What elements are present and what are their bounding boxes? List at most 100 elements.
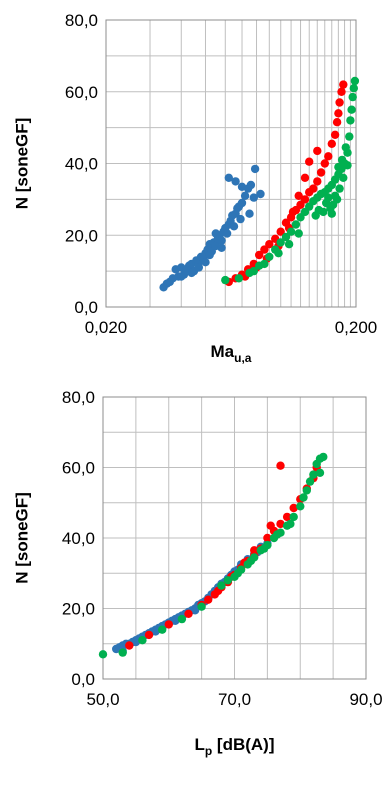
data-point: [311, 211, 320, 220]
data-point: [288, 207, 298, 217]
data-point: [284, 240, 294, 249]
data-point: [255, 250, 264, 260]
data-point: [237, 182, 247, 191]
data-point: [177, 614, 187, 624]
data-point: [335, 98, 344, 107]
data-point: [260, 259, 269, 269]
chart-level-vs-loudness: 0,0 20,0 40,0 60,0 80,0 50,0 70,0 90,0 Lp [dB(A…: [13, 388, 383, 758]
x-axis-label: Lp [dB(A)]: [194, 735, 274, 758]
data-point: [330, 191, 340, 200]
data-point: [313, 177, 322, 186]
chart-mach-vs-loudness: 0,0 20,0 40,0 60,0 80,0 0,020 0,200 Mau,a N [s…: [13, 11, 378, 365]
data-point: [315, 468, 325, 477]
marks-layer: [98, 452, 328, 659]
data-point: [289, 512, 298, 522]
data-point: [250, 546, 259, 555]
data-point: [349, 84, 358, 93]
data-point: [217, 581, 226, 590]
data-point: [276, 461, 285, 470]
data-point: [343, 161, 352, 170]
data-point: [236, 214, 245, 224]
data-point: [246, 556, 256, 566]
data-point: [276, 227, 285, 236]
data-point: [144, 630, 154, 640]
data-point: [316, 168, 326, 177]
data-point: [240, 191, 250, 200]
data-point: [125, 641, 134, 650]
data-point: [339, 173, 348, 182]
data-point: [158, 625, 167, 634]
data-point: [249, 266, 258, 276]
data-point: [305, 477, 315, 486]
x-tick-label: 70,0: [218, 690, 251, 709]
data-point: [294, 229, 303, 238]
data-point: [237, 198, 247, 208]
data-point: [324, 193, 333, 202]
data-point: [282, 512, 292, 522]
x-tick-label: 0,020: [85, 318, 128, 337]
data-point: [294, 191, 303, 200]
data-point: [190, 606, 200, 615]
data-point: [201, 258, 210, 267]
data-point: [327, 139, 336, 148]
data-point: [223, 576, 233, 585]
data-point: [164, 620, 173, 629]
data-point: [339, 80, 348, 89]
data-point: [194, 263, 203, 272]
data-point: [231, 177, 240, 186]
data-point: [151, 627, 160, 636]
data-point: [345, 132, 354, 141]
data-point: [313, 146, 322, 156]
data-point: [222, 229, 232, 238]
y-tick-label: 0,0: [71, 670, 95, 689]
data-point: [273, 530, 282, 539]
x-axis-label: Mau,a: [211, 342, 252, 365]
data-point: [299, 493, 308, 502]
ticks-layer: 0,0 20,0 40,0 60,0 80,0 0,020 0,200: [65, 11, 377, 337]
data-point: [217, 236, 226, 245]
data-point: [324, 152, 333, 161]
x-axis-label-sub: u,a: [234, 351, 252, 365]
y-tick-label: 80,0: [65, 11, 98, 30]
data-point: [249, 193, 258, 202]
data-point: [335, 184, 344, 193]
data-point: [309, 470, 318, 479]
data-point: [138, 636, 147, 645]
data-point: [197, 602, 206, 611]
grid-layer: [105, 19, 357, 308]
y-tick-label: 20,0: [65, 226, 98, 245]
data-point: [187, 268, 196, 278]
y-tick-label: 60,0: [62, 459, 95, 478]
data-point: [233, 569, 242, 578]
data-point: [319, 452, 328, 462]
y-tick-label: 0,0: [74, 298, 98, 317]
data-point: [309, 184, 318, 193]
marks-layer: [159, 76, 360, 292]
data-point: [246, 180, 256, 190]
data-point: [330, 130, 340, 139]
data-point: [347, 105, 356, 114]
plot-frame: [105, 19, 357, 308]
data-point: [259, 544, 269, 553]
data-point: [234, 274, 244, 283]
data-point: [263, 533, 272, 543]
data-point: [332, 118, 342, 127]
data-point: [221, 275, 230, 285]
y-tick-label: 40,0: [62, 529, 95, 548]
data-point: [224, 173, 233, 182]
data-point: [334, 162, 343, 172]
data-point: [265, 252, 274, 261]
data-point: [250, 164, 260, 174]
x-tick-label: 90,0: [349, 690, 382, 709]
data-point: [204, 595, 213, 604]
ticks-layer: 0,0 20,0 40,0 60,0 80,0 50,0 70,0 90,0: [62, 388, 383, 709]
data-point: [276, 519, 285, 529]
data-point: [260, 245, 269, 254]
data-point: [118, 648, 127, 657]
data-point: [229, 222, 239, 231]
data-point: [305, 157, 314, 166]
data-point: [184, 609, 193, 618]
data-point: [266, 521, 275, 530]
x-tick-label: 50,0: [86, 690, 119, 709]
y-tick-label: 40,0: [65, 155, 98, 174]
